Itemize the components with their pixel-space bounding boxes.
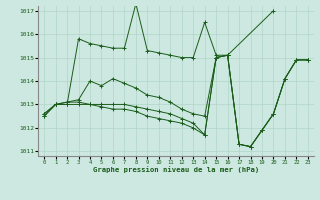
X-axis label: Graphe pression niveau de la mer (hPa): Graphe pression niveau de la mer (hPa) xyxy=(93,167,259,173)
